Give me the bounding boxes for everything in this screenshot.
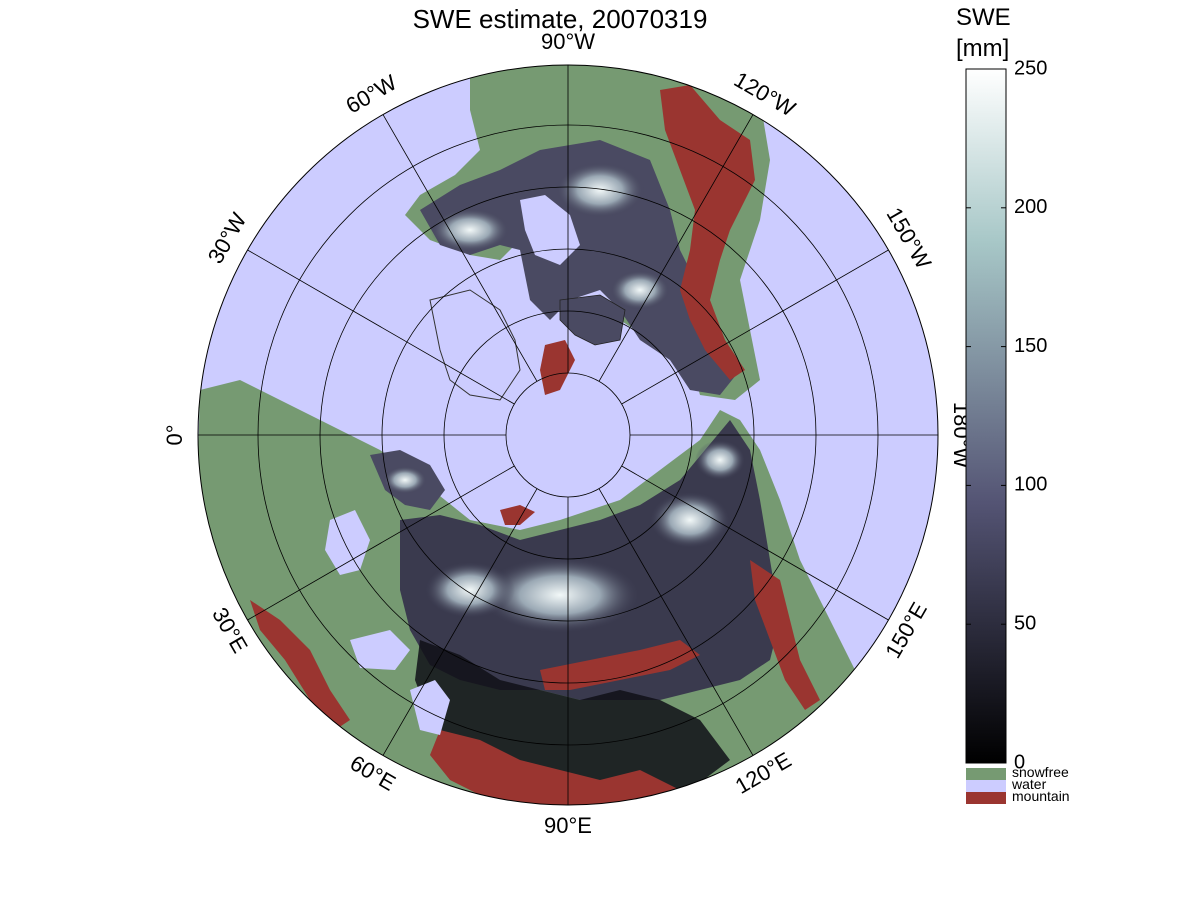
meridian-line [247, 249, 515, 405]
mountains-rockies [660, 85, 755, 380]
snow-peak-chukotka [695, 440, 745, 480]
longitude-label: 90°E [544, 813, 592, 838]
figure-title: SWE estimate, 20070319 [412, 4, 708, 34]
colorbar-tick-label: 250 [1014, 57, 1047, 79]
meridian-line [621, 249, 889, 405]
snow-peak-hudson [430, 208, 510, 252]
snow-peak-yukon [610, 270, 670, 310]
legend-swatch-water [966, 780, 1006, 792]
meridian-line [598, 114, 754, 382]
colorbar-gradient [965, 68, 1007, 764]
mountains-central-asia [430, 730, 680, 805]
graticule [198, 65, 938, 805]
colorbar-title-line2: [mm] [956, 35, 1010, 62]
novaya-zemlya [500, 505, 535, 525]
map-boundary [197, 64, 939, 806]
mountains-greenland-coast [540, 340, 575, 395]
snow-north-america [420, 140, 740, 395]
hudson-bay [520, 195, 580, 265]
mountains-europe [250, 600, 350, 730]
meridian-line [382, 114, 538, 382]
arctic-islands [559, 294, 626, 346]
colorbar-tick-label: 100 [1014, 474, 1047, 496]
longitude-label: 0° [162, 424, 187, 445]
colorbar-tick-label: 150 [1014, 335, 1047, 357]
meridian-line [621, 465, 889, 621]
meridian-line [247, 465, 515, 621]
snow-peak-east-siberia [650, 492, 730, 548]
meridian-line [382, 488, 538, 756]
land-greenland [429, 289, 521, 401]
colorbar-title-line1: SWE [956, 4, 1011, 31]
legend-label-mountain: mountain [1012, 788, 1070, 804]
mountains-east-asia [750, 560, 820, 710]
colorbar-tick-label: 0 [1014, 751, 1025, 773]
legend-swatch-mountain [966, 792, 1006, 804]
polar-map [198, 65, 938, 805]
colorbar-ticks: 0 50 100 150 200 250 [966, 57, 1047, 773]
colorbar-title: SWE [mm] [956, 2, 1011, 64]
caspian-sea [410, 680, 450, 735]
mountains-siberia [540, 640, 700, 690]
legend-label-water: water [1011, 776, 1047, 792]
baltic-sea [325, 510, 370, 575]
black-sea [350, 630, 410, 670]
snow-peak-ural [425, 562, 515, 618]
colorbar-tick-label: 200 [1014, 196, 1047, 218]
snow-peak-canada [555, 162, 645, 218]
longitude-label: 90°W [541, 29, 595, 54]
legend-swatch-snowfree [966, 768, 1006, 780]
snow-peak-scandinavia [383, 466, 427, 494]
legend-label-snowfree: snowfree [1012, 764, 1069, 780]
meridian-line [598, 488, 754, 756]
colorbar-tick-label: 50 [1014, 612, 1036, 634]
snow-peak-siberia [480, 557, 640, 633]
